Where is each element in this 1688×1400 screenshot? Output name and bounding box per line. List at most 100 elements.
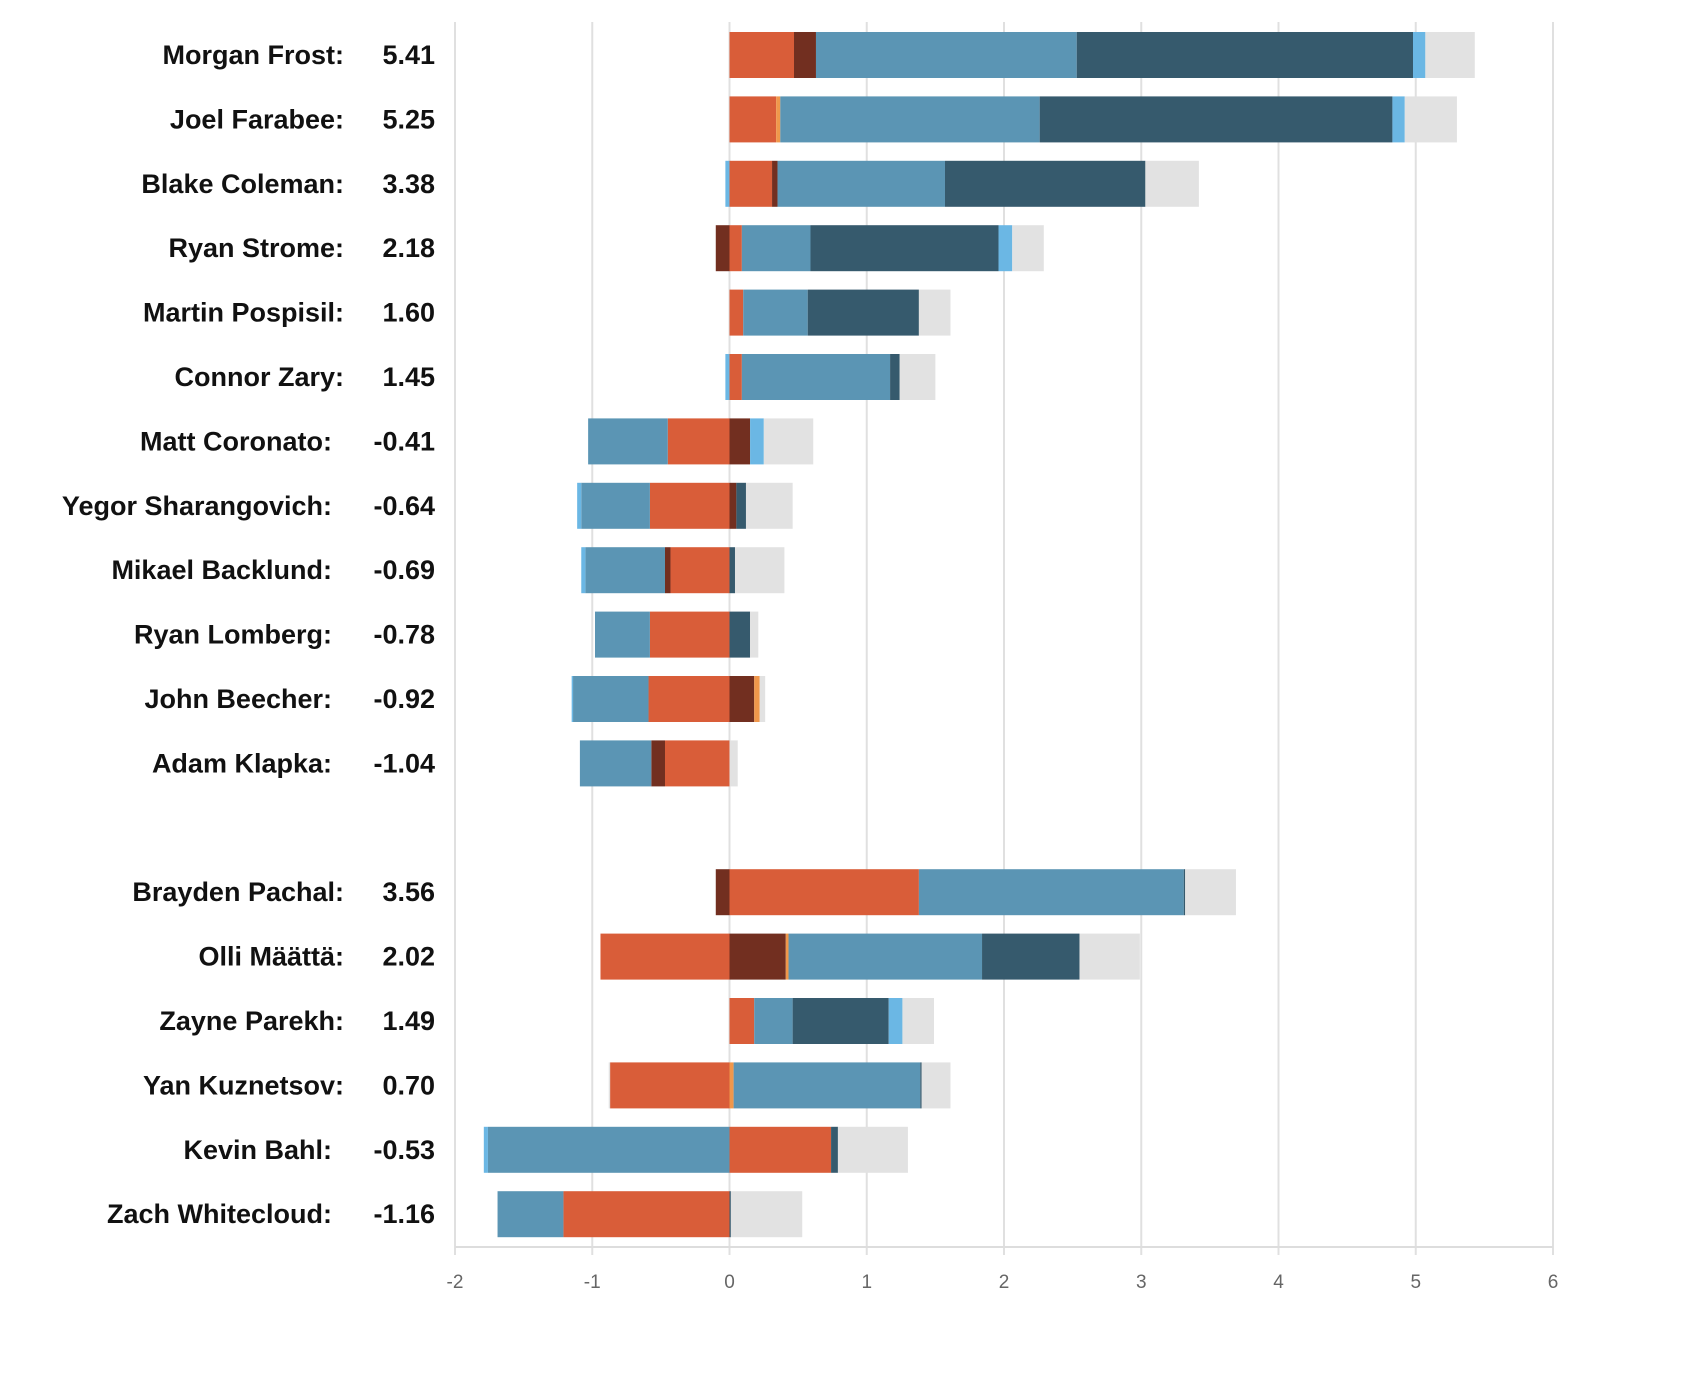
player-value: 3.38: [382, 169, 435, 199]
bar-segment-gray: [734, 547, 785, 594]
bar-segment-light-blue: [577, 482, 582, 529]
bar-row: [729, 32, 1475, 78]
bar-segment-slate: [1183, 869, 1186, 916]
bar-segment-orange: [729, 998, 755, 1044]
bar-segment-gray: [837, 1126, 908, 1173]
bar-segment-light-blue: [998, 225, 1013, 272]
bar-row: [581, 547, 785, 594]
bar-segment-gray: [745, 482, 793, 529]
bar-segment-light-orange: [729, 1062, 734, 1109]
bar-segment-blue: [579, 740, 652, 787]
bar-segment-slate: [792, 998, 889, 1044]
bar-row: [729, 96, 1457, 143]
player-name: Adam Klapka:: [152, 748, 332, 778]
bar-row: [715, 869, 1236, 916]
bar-segment-slate: [736, 482, 746, 529]
bar-segment-gray: [1404, 96, 1457, 143]
x-tick-label: 1: [861, 1272, 872, 1293]
bar-segment-slate: [944, 160, 1146, 207]
bar-segment-orange: [649, 482, 730, 529]
player-name: Mikael Backlund:: [111, 555, 332, 585]
bar-segment-blue: [588, 418, 668, 465]
bar-row: [571, 676, 766, 722]
player-name: Kevin Bahl:: [183, 1135, 332, 1165]
bar-row: [594, 611, 759, 658]
bar-segment-orange: [729, 1126, 832, 1173]
bar-segment-slate: [1076, 32, 1414, 78]
x-tick-label: 0: [724, 1272, 735, 1293]
player-name: Ryan Lomberg:: [134, 620, 332, 650]
bar-segment-slate: [729, 547, 735, 594]
bar-segment-gray: [763, 418, 814, 465]
bar-segment-gray: [608, 1062, 611, 1109]
bar-row: [729, 998, 935, 1044]
bar-segment-orange: [729, 32, 795, 78]
row-labels: Morgan Frost: 5.41 Joel Farabee: 5.25 Blake …: [62, 40, 435, 1229]
bar-segment-orange: [667, 418, 730, 465]
player-value: -0.78: [373, 620, 435, 650]
bar-segment-orange: [729, 289, 744, 336]
bar-segment-orange: [648, 676, 730, 722]
bar-segment-gray: [730, 1191, 803, 1238]
x-tick-label: 3: [1136, 1272, 1147, 1293]
bar-segment-gray: [918, 289, 951, 336]
bar-row: [729, 289, 951, 336]
bar-segment-blue: [777, 160, 945, 207]
bar-segment-orange: [729, 354, 742, 400]
player-value: 2.18: [382, 233, 435, 263]
x-tick-label: 4: [1273, 1272, 1284, 1293]
bar-segment-slate: [729, 611, 751, 658]
bar-segment-gray: [899, 354, 936, 400]
player-name: Connor Zary:: [174, 362, 344, 392]
bar-segment-gray: [729, 740, 738, 787]
player-value: -1.16: [373, 1199, 435, 1229]
bar-segment-orange: [729, 225, 742, 272]
bar-segment-light-blue: [1413, 32, 1426, 78]
x-tick-label: 2: [999, 1272, 1010, 1293]
bar-segment-slate: [831, 1126, 838, 1173]
player-name: John Beecher:: [144, 684, 332, 714]
player-value: -0.92: [373, 684, 435, 714]
bar-row: [577, 482, 793, 529]
player-value: -0.41: [373, 426, 435, 456]
bar-segment-orange: [610, 1062, 730, 1109]
bar-segment-brown: [651, 740, 665, 787]
bar-segment-blue: [497, 1191, 564, 1238]
player-name: Ryan Strome:: [168, 233, 344, 263]
bar-segment-blue: [573, 676, 649, 722]
x-tick-label: 5: [1410, 1272, 1421, 1293]
bar-segment-light-blue: [571, 676, 574, 722]
bar-row: [608, 1062, 951, 1109]
bar-row: [715, 225, 1044, 272]
player-value: 1.49: [382, 1006, 435, 1036]
bar-segment-light-blue: [725, 160, 730, 207]
bar-segment-gray: [750, 611, 759, 658]
bar-segment-light-blue: [725, 354, 730, 400]
bar-segment-orange: [729, 160, 773, 207]
bar-segment-orange: [670, 547, 730, 594]
player-name: Zach Whitecloud:: [107, 1199, 332, 1229]
player-name: Olli Määttä:: [198, 942, 344, 972]
bar-segment-light-blue: [888, 998, 903, 1044]
player-value: -0.69: [373, 555, 435, 585]
bar-segment-orange: [600, 933, 730, 980]
x-tick-label: -2: [447, 1272, 464, 1293]
bar-segment-gray: [1079, 933, 1140, 980]
bar-segment-orange: [649, 611, 730, 658]
bar-segment-blue: [780, 96, 1040, 143]
player-value: -0.53: [373, 1135, 435, 1165]
bar-segment-light-blue: [750, 418, 764, 465]
player-value: 1.45: [382, 362, 435, 392]
bar-segment-blue: [741, 225, 811, 272]
bar-segment-brown: [772, 160, 778, 207]
bar-segment-blue: [733, 1062, 921, 1109]
bar-segment-blue: [581, 482, 650, 529]
bar-row: [483, 1126, 908, 1173]
bar-segment-orange: [664, 740, 730, 787]
bar-segment-brown: [729, 933, 786, 980]
player-value: 5.25: [382, 104, 435, 134]
bar-segment-gray: [902, 998, 935, 1044]
bar-segment-gray: [1185, 869, 1236, 916]
player-value: -1.04: [373, 748, 435, 778]
bar-row: [588, 418, 814, 465]
